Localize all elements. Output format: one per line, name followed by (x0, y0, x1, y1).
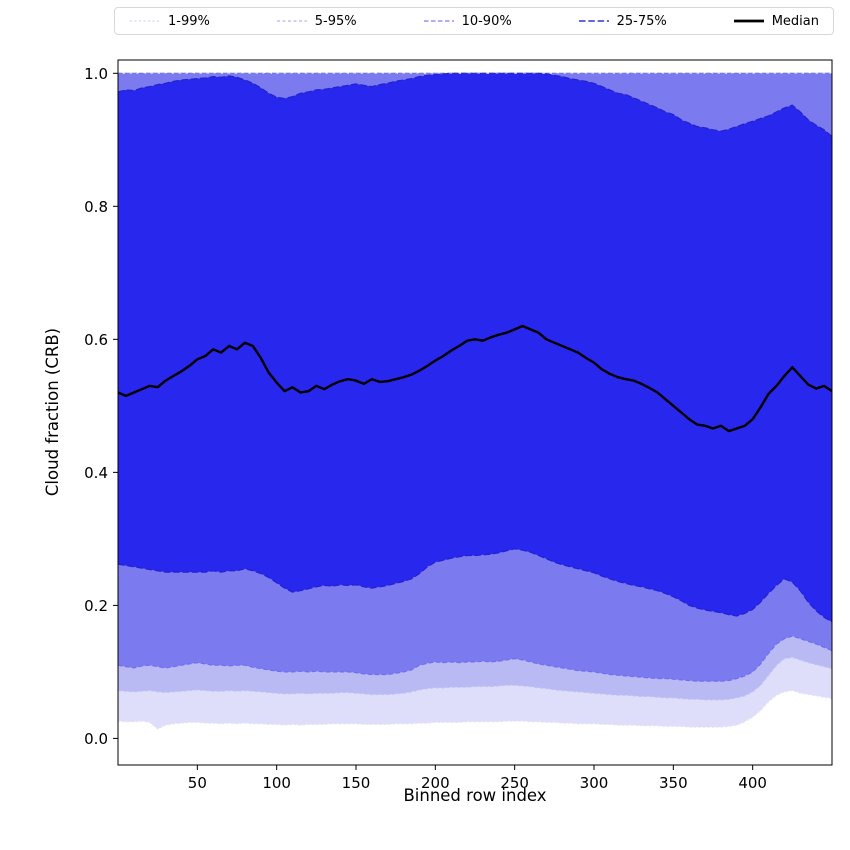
band-edge-p25 (117, 548, 833, 623)
x-tick-label: 50 (188, 774, 207, 792)
y-tick-label: 0.6 (84, 331, 108, 349)
legend-line-icon (578, 20, 609, 22)
legend-line-icon (130, 20, 160, 22)
median-line (117, 324, 833, 433)
y-tick-label: 0.4 (84, 464, 108, 482)
x-tick-label: 250 (500, 774, 529, 792)
legend-label-10-90: 10-90% (461, 13, 512, 29)
y-tick-label: 0.2 (84, 597, 108, 615)
band-edge-p10 (117, 635, 833, 682)
band-fill-25-75% (118, 73, 832, 623)
legend-item-median: Median (733, 14, 819, 29)
legend-label-median: Median (771, 13, 819, 29)
y-axis-label: Cloud fraction (CRB) (43, 328, 62, 496)
legend-label-25-75: 25-75% (616, 13, 667, 29)
legend-line-icon (423, 20, 454, 22)
band-edge-p5 (117, 656, 833, 701)
x-tick-label: 200 (421, 774, 450, 792)
x-axis-label: Binned row index (403, 786, 546, 805)
x-tick-label: 100 (262, 774, 291, 792)
x-tick-label: 300 (580, 774, 609, 792)
band-edge-p1 (117, 689, 833, 730)
plot-border (117, 59, 833, 766)
y-tick-label: 0.0 (84, 730, 108, 748)
x-tick-label: 150 (342, 774, 371, 792)
x-tick-label: 350 (659, 774, 688, 792)
legend-line-icon (276, 20, 307, 22)
legend-item-25-75: 25-75% (578, 14, 667, 29)
legend-line-icon (733, 19, 764, 23)
band-edge-p75 (117, 72, 833, 137)
legend-item-1-99: 1-99% (129, 14, 210, 29)
y-tick-label: 0.8 (84, 198, 108, 216)
legend-label-1-99: 1-99% (168, 13, 210, 29)
legend-item-10-90: 10-90% (423, 14, 512, 29)
legend-item-5-95: 5-95% (276, 14, 357, 29)
legend: 1-99% 5-95% 10-90% 25-75% Median (114, 7, 834, 35)
x-tick-label: 400 (738, 774, 767, 792)
legend-label-5-95: 5-95% (314, 13, 357, 29)
y-tick-label: 1.0 (84, 65, 108, 83)
